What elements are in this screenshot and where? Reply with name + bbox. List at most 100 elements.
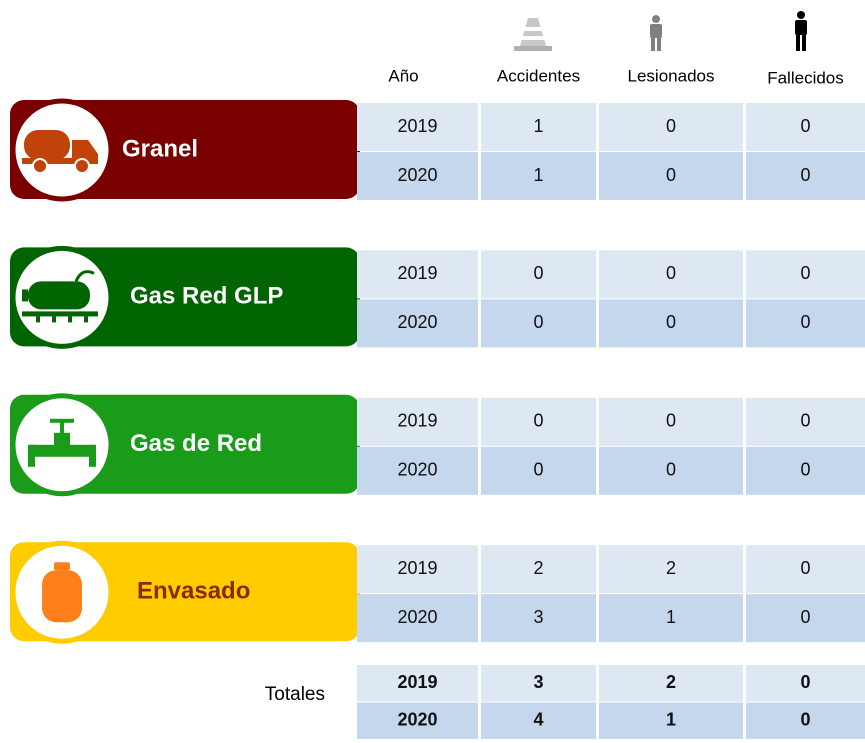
icon-part [22,289,28,302]
cell-value: 0 [800,165,810,185]
banner-label: Granel [122,135,198,162]
cell-value: 1 [666,607,676,627]
cell-value: 1 [533,116,543,136]
icon-part [30,444,94,457]
banner-label: Envasado [137,578,250,605]
icon-part [28,444,35,467]
table-cell [599,446,743,495]
table-cell [357,545,478,594]
cell-value: 4 [533,710,543,730]
icon-part [36,316,40,323]
cell-value: 0 [800,411,810,431]
cell-value: 2019 [397,558,437,578]
person-icon-grey [650,15,662,51]
table-cell [481,446,596,495]
cell-value: 0 [800,672,810,692]
icon-part [54,432,70,447]
cell-value: 2020 [397,165,437,185]
column-header: Año [388,66,418,85]
table-cell [481,397,596,446]
cell-value: 2020 [397,460,437,480]
cell-value: 2 [666,558,676,578]
table-cell [357,665,478,702]
cell-value: 0 [800,116,810,136]
table-cell [746,103,865,151]
cell-value: 0 [800,558,810,578]
cell-value: 2 [533,558,543,578]
table-cell [357,702,478,739]
category-banner: Granel [10,98,360,202]
table-cell [357,299,478,348]
category-banner: Gas Red GLP [10,245,360,349]
table-cell [746,397,865,446]
cell-value: 1 [533,165,543,185]
cell-value: 2020 [397,607,437,627]
cell-value: 0 [666,165,676,185]
table-cell [599,594,743,643]
cell-value: 3 [533,607,543,627]
icon-part [42,570,82,623]
person-icon-black [795,11,807,51]
table-cell [599,103,743,151]
banner-label: Gas Red GLP [130,283,283,310]
table-cell [746,152,865,200]
cell-value: 0 [800,710,810,730]
icon-part [32,158,48,174]
table-cell [357,397,478,446]
icon-part [74,158,90,174]
table-cell [746,702,865,739]
table-cell [481,250,596,299]
cell-value: 0 [666,263,676,283]
table-cell [599,152,743,200]
cell-value: 0 [800,460,810,480]
cell-value: 2020 [397,710,437,730]
cell-value: 3 [533,672,543,692]
cell-value: 0 [666,116,676,136]
cell-value: 0 [666,312,676,332]
table-cell [599,665,743,702]
cell-value: 0 [666,411,676,431]
table-cell [746,545,865,594]
icon-part [52,316,56,323]
cell-value: 2019 [397,672,437,692]
table-cell [481,299,596,348]
cell-value: 0 [533,312,543,332]
cell-value: 1 [666,710,676,730]
cell-value: 0 [800,312,810,332]
icon-part [22,311,98,317]
table-cell [599,397,743,446]
table-cell [746,594,865,643]
cell-value: 0 [533,460,543,480]
cell-value: 2019 [397,263,437,283]
cone-icon [514,18,552,51]
category-banner: Gas de Red [10,393,360,497]
cell-value: 0 [533,263,543,283]
column-header: Lesionados [628,66,715,85]
table-cell [357,152,478,200]
table-cell [481,152,596,200]
cell-value: 2019 [397,116,437,136]
icon-part [28,281,90,310]
icon-part [54,562,70,571]
table-cell [357,446,478,495]
table-cell [599,545,743,594]
table-cell [746,665,865,702]
table-cell [357,250,478,299]
table-cell [599,299,743,348]
cell-value: 2020 [397,312,437,332]
table-cell [746,446,865,495]
table-cell [599,250,743,299]
icon-part [22,158,98,164]
category-banner: Envasado [10,540,360,644]
table-cell [481,594,596,643]
table-cell [746,299,865,348]
cell-value: 2019 [397,411,437,431]
icon-part [24,130,70,160]
column-header: Accidentes [497,66,580,85]
icon-part [68,316,72,323]
table-cell [481,702,596,739]
cell-value: 2 [666,672,676,692]
icon-part [74,270,95,283]
table-cell [481,103,596,151]
totals-label: Totales [265,684,325,705]
